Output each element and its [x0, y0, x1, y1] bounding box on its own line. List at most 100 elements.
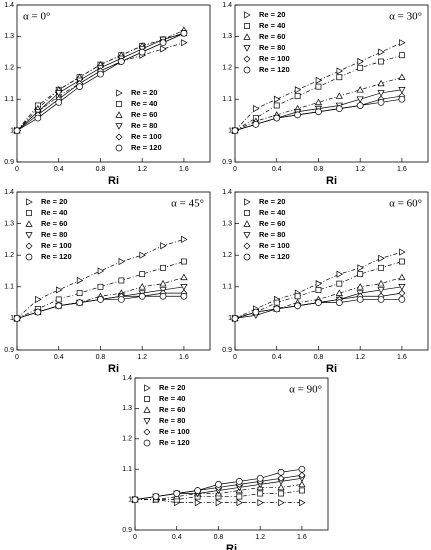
marker — [173, 490, 181, 497]
legend-marker — [26, 210, 32, 216]
marker — [294, 302, 301, 310]
marker — [180, 273, 188, 281]
marker — [55, 296, 62, 303]
marker — [257, 490, 264, 497]
marker — [399, 52, 405, 59]
marker — [335, 105, 343, 112]
marker — [377, 296, 385, 303]
marker — [399, 258, 405, 265]
marker — [55, 286, 63, 294]
y-tick-label: 1.4 — [4, 2, 14, 9]
marker — [298, 480, 306, 488]
legend-marker — [243, 55, 251, 63]
y-tick-label: 0.9 — [122, 527, 132, 534]
annotation: α = 30° — [389, 11, 422, 23]
marker — [315, 108, 322, 116]
legend-marker — [244, 11, 251, 19]
plot-frame — [234, 191, 429, 351]
legend-label: Re = 100 — [41, 241, 72, 250]
marker — [97, 283, 104, 290]
x-axis-label: Ri — [108, 363, 119, 375]
marker — [294, 86, 302, 94]
legend-label: Re = 20 — [131, 88, 157, 97]
legend-label: Re = 60 — [259, 32, 285, 41]
marker — [273, 102, 280, 109]
panel: 0.9 1 1.1 1.2 1.3 1.4 0 0.4 0.8 1.2 1.6 Ri α = 0° Re … — [4, 2, 211, 187]
x-axis-label: Ri — [226, 543, 237, 550]
marker — [336, 270, 344, 278]
marker — [273, 299, 280, 306]
marker — [278, 490, 284, 497]
legend-marker — [243, 232, 251, 239]
marker — [299, 499, 306, 507]
marker — [377, 79, 385, 87]
legend-label: Re = 60 — [159, 405, 185, 414]
x-tick-label: 1.6 — [397, 354, 407, 361]
x-tick-label: 1.2 — [355, 166, 365, 173]
legend-marker — [243, 253, 251, 261]
marker — [277, 468, 285, 476]
marker — [138, 283, 146, 290]
series-line — [16, 32, 185, 131]
marker — [398, 87, 406, 94]
marker — [180, 292, 188, 300]
x-tick-label: 1.6 — [179, 354, 189, 361]
legend-label: Re = 120 — [159, 438, 190, 447]
y-tick-label: 1.2 — [222, 252, 232, 259]
y-tick-label: 0.9 — [4, 347, 14, 354]
marker — [13, 127, 21, 134]
series-line — [16, 261, 185, 319]
x-tick-label: 1.2 — [355, 354, 365, 361]
marker — [398, 273, 406, 281]
marker — [356, 102, 364, 109]
marker — [118, 277, 125, 284]
y-tick-label: 1.4 — [222, 189, 232, 196]
legend-marker — [115, 144, 123, 152]
x-axis-label: Ri — [108, 175, 119, 187]
x-tick-label: 0 — [15, 166, 19, 173]
legend-label: Re = 20 — [259, 10, 285, 19]
y-tick-label: 1 — [228, 315, 232, 322]
legend-label: Re = 40 — [131, 99, 157, 108]
annotation: α = 0° — [23, 11, 50, 23]
legend-label: Re = 40 — [259, 21, 285, 30]
marker — [273, 305, 281, 313]
x-tick-label: 0.8 — [96, 166, 106, 173]
marker — [160, 45, 167, 53]
y-tick-label: 1.4 — [4, 189, 14, 196]
marker — [76, 83, 83, 90]
marker — [159, 279, 167, 287]
legend-marker — [26, 198, 33, 206]
legend-label: Re = 40 — [159, 394, 185, 403]
marker — [159, 292, 167, 300]
marker — [357, 57, 364, 66]
marker — [378, 254, 385, 262]
marker — [298, 465, 306, 473]
legend-label: Re = 100 — [259, 241, 290, 250]
marker — [377, 287, 385, 294]
y-tick-label: 1.2 — [4, 65, 14, 72]
y-tick-label: 1.2 — [222, 65, 232, 72]
marker — [35, 295, 42, 304]
y-tick-label: 0.9 — [222, 159, 232, 166]
legend-label: Re = 100 — [259, 54, 290, 63]
marker — [256, 474, 264, 482]
x-tick-label: 0 — [133, 534, 137, 541]
marker — [377, 90, 385, 97]
marker — [34, 308, 42, 316]
legend-marker — [244, 198, 251, 206]
annotation: α = 90° — [289, 384, 322, 396]
panel: 0.9 1 1.1 1.2 1.3 1.4 0 0.4 0.8 1.2 1.6 Ri α = 90° Re… — [122, 375, 329, 550]
marker — [335, 92, 343, 99]
marker — [378, 264, 384, 271]
x-tick-label: 0.8 — [214, 534, 224, 541]
y-tick-label: 0.9 — [222, 347, 232, 354]
marker — [377, 98, 385, 106]
marker — [294, 111, 301, 119]
y-tick-label: 1 — [10, 127, 14, 134]
marker — [181, 235, 188, 243]
x-tick-label: 0.8 — [314, 354, 324, 361]
plot-frame — [16, 191, 211, 351]
marker — [139, 251, 146, 259]
series-line — [234, 54, 403, 131]
